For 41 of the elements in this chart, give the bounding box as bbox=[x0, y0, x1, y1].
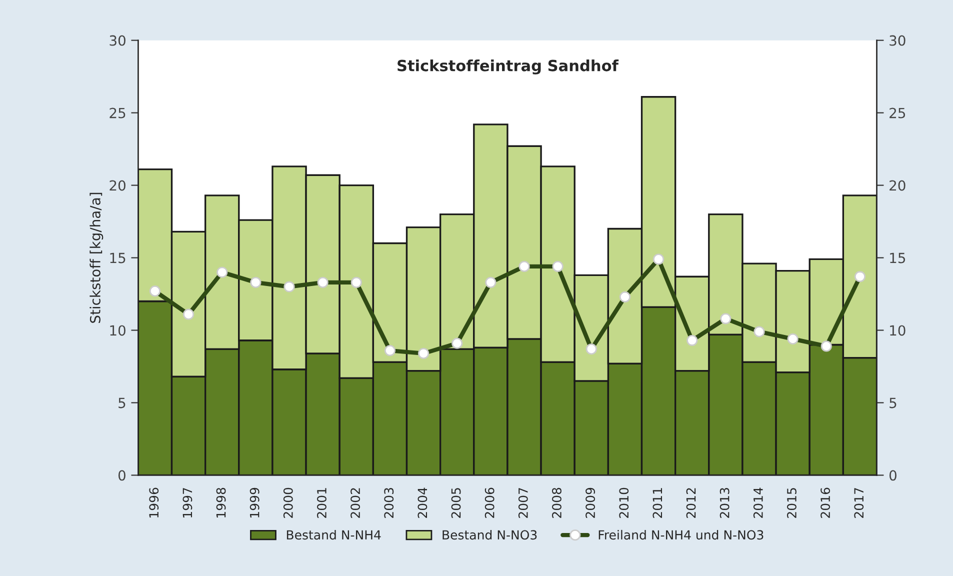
x-tick-label: 2006 bbox=[484, 488, 494, 518]
y-tick-label: 5 bbox=[118, 398, 126, 408]
x-tick-label: 1998 bbox=[216, 488, 226, 518]
x-tick-label: 1996 bbox=[149, 488, 159, 518]
x-tick-label: 2016 bbox=[820, 488, 830, 518]
x-tick-label: 2012 bbox=[686, 488, 696, 518]
x-tick-label: 2001 bbox=[317, 488, 326, 518]
x-tick-label: 2003 bbox=[384, 488, 394, 518]
x-tick-label: 1997 bbox=[182, 488, 192, 518]
y2-tick-label: 25 bbox=[890, 108, 906, 118]
y-tick-label: 0 bbox=[118, 470, 126, 481]
y2-tick-label: 20 bbox=[890, 180, 906, 191]
x-tick-label: 2005 bbox=[451, 488, 461, 518]
y-tick-label: 15 bbox=[110, 252, 126, 264]
y-axis-title: Stickstoff [kg/ha/a] bbox=[90, 192, 104, 323]
legend-label: Freiland N-NH4 und N-NO3 bbox=[598, 530, 764, 540]
x-tick-label: 2017 bbox=[854, 488, 864, 518]
text: Stickstoffeintrag Sandhof bbox=[398, 60, 619, 74]
x-tick-label: 2014 bbox=[753, 488, 763, 518]
x-tick-label: 1999 bbox=[250, 488, 260, 518]
x-tick-label: 2004 bbox=[418, 488, 428, 518]
legend-label: Bestand N-NO3 bbox=[442, 530, 537, 540]
y-tick-label: 10 bbox=[110, 325, 126, 336]
x-tick-label: 2010 bbox=[619, 488, 629, 518]
x-tick-label: 2011 bbox=[652, 488, 662, 518]
y-tick-label: 25 bbox=[110, 108, 126, 118]
y2-tick-label: 5 bbox=[890, 398, 896, 408]
y-tick-label: 30 bbox=[110, 35, 126, 46]
x-tick-label: 2013 bbox=[720, 488, 730, 518]
y2-tick-label: 15 bbox=[890, 252, 906, 264]
y2-tick-label: 30 bbox=[890, 35, 906, 46]
legend-label: Bestand N-NH4 bbox=[286, 530, 381, 540]
x-tick-label: 2002 bbox=[350, 488, 360, 518]
x-tick-label: 2015 bbox=[787, 488, 796, 518]
x-tick-label: 2000 bbox=[283, 488, 293, 518]
y2-tick-label: 0 bbox=[889, 470, 896, 481]
x-tick-label: 2008 bbox=[552, 488, 562, 518]
y-tick-label: 20 bbox=[110, 180, 126, 191]
x-tick-label: 2007 bbox=[518, 488, 528, 518]
x-tick-label: 2009 bbox=[586, 488, 596, 518]
y2-tick-label: 10 bbox=[890, 325, 906, 336]
